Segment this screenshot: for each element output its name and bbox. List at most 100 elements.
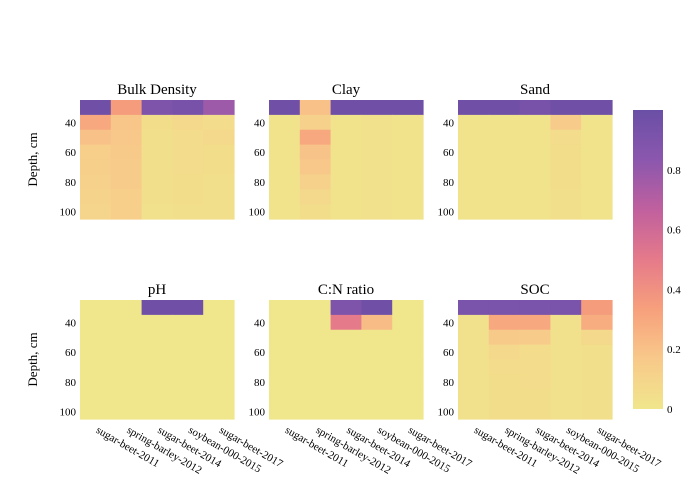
heatmap-cell — [80, 344, 112, 361]
heatmap-cell — [519, 114, 551, 131]
heatmap-cell — [458, 359, 490, 375]
heatmap-cell — [519, 344, 551, 361]
heatmap-cell — [519, 144, 551, 161]
heatmap-cell — [110, 389, 143, 405]
heatmap-cell — [458, 374, 490, 390]
heatmap-cell — [458, 344, 490, 361]
heatmap-cell — [203, 159, 235, 175]
y-tick-label: 60 — [443, 347, 455, 359]
heatmap-cell — [172, 374, 204, 390]
heatmap-cell — [330, 144, 362, 161]
heatmap-cell — [519, 329, 551, 346]
heatmap-cell — [141, 329, 173, 346]
heatmap-cell — [519, 359, 551, 375]
y-tick-label: 40 — [443, 117, 455, 129]
heatmap-cell — [110, 314, 143, 331]
heatmap-cell — [392, 374, 424, 390]
heatmap-cell — [141, 100, 173, 116]
heatmap-cell — [392, 404, 424, 420]
heatmap-cell — [299, 374, 332, 390]
heatmap-cell — [488, 174, 521, 190]
panel-title: SOC — [520, 282, 549, 298]
heatmap-cell — [458, 159, 490, 175]
heatmap-cell — [110, 329, 143, 346]
heatmap-cell — [519, 404, 551, 420]
heatmap-cell — [361, 144, 393, 161]
heatmap-cell — [392, 189, 424, 205]
heatmap-cell — [392, 314, 424, 331]
heatmap-cell — [141, 389, 173, 405]
y-tick-label: 40 — [443, 317, 455, 329]
heatmap-cell — [581, 389, 613, 405]
heatmap-cell — [550, 329, 582, 346]
heatmap-cell — [519, 389, 551, 405]
y-tick-label: 60 — [65, 347, 77, 359]
panel-3: Sand 40 60 80 100 — [438, 82, 613, 220]
heatmap-cell — [141, 344, 173, 361]
heatmap-cell — [519, 159, 551, 175]
panel-6: SOC406080100sugar-beet-2011spring-barley… — [438, 282, 664, 477]
heatmap-cell — [141, 189, 173, 205]
heatmap-cell — [519, 374, 551, 390]
y-tick-label: 100 — [60, 407, 77, 419]
heatmap-cell — [110, 189, 143, 205]
heatmap-cell — [550, 204, 582, 220]
y-tick-label: 80 — [254, 377, 266, 389]
heatmap-cell — [299, 204, 332, 220]
heatmap-cell — [299, 404, 332, 420]
heatmap-cell — [361, 100, 393, 116]
heatmap-cell — [269, 204, 301, 220]
heatmap-cell — [550, 174, 582, 190]
heatmap-cell — [458, 114, 490, 131]
heatmap-cell — [488, 404, 521, 420]
heatmap-cell — [80, 174, 112, 190]
heatmap-cell — [269, 189, 301, 205]
heatmap-cell — [172, 329, 204, 346]
heatmap-cell — [519, 100, 551, 116]
heatmap-cell — [392, 344, 424, 361]
heatmap-cell — [203, 189, 235, 205]
heatmap-cell — [80, 359, 112, 375]
colorbar: 0 0.2 0.4 0.6 0.8 — [633, 110, 681, 416]
heatmap-cell — [80, 129, 112, 146]
heatmap-cell — [550, 159, 582, 175]
heatmap-cell — [458, 404, 490, 420]
heatmap-cell — [330, 204, 362, 220]
heatmap-cell — [172, 359, 204, 375]
panel-5: C:N ratio406080100sugar-beet-2011spring-… — [249, 282, 475, 477]
heatmap-cell — [458, 314, 490, 331]
heatmap-cell — [203, 404, 235, 420]
heatmap-cell — [361, 389, 393, 405]
heatmap-cell — [581, 300, 613, 316]
heatmap-cell — [203, 314, 235, 331]
heatmap-cell — [519, 174, 551, 190]
heatmap-cell — [172, 129, 204, 146]
heatmap-cell — [330, 404, 362, 420]
heatmap-cell — [488, 100, 521, 116]
heatmap-cell — [110, 374, 143, 390]
heatmap-cell — [392, 174, 424, 190]
heatmap-cell — [488, 329, 521, 346]
y-tick-label: 60 — [65, 147, 77, 159]
heatmap-cell — [581, 314, 613, 331]
heatmap-cell — [299, 189, 332, 205]
heatmap-cell — [80, 159, 112, 175]
heatmap-cell — [361, 189, 393, 205]
heatmap-cell — [269, 100, 301, 116]
heatmap-cell — [581, 344, 613, 361]
heatmap-cell — [581, 144, 613, 161]
heatmap-cell — [110, 129, 143, 146]
heatmap-cell — [110, 300, 143, 316]
heatmap-cell — [581, 189, 613, 205]
heatmap-cell — [269, 344, 301, 361]
y-tick-label: 80 — [443, 177, 455, 189]
heatmap-cell — [581, 204, 613, 220]
panel-title: Clay — [332, 82, 361, 98]
heatmap-cell — [203, 204, 235, 220]
heatmap-cell — [458, 204, 490, 220]
heatmap-cell — [269, 129, 301, 146]
heatmap-cell — [299, 144, 332, 161]
heatmap-cell — [203, 374, 235, 390]
heatmap-cell — [269, 389, 301, 405]
heatmap-cell — [299, 344, 332, 361]
